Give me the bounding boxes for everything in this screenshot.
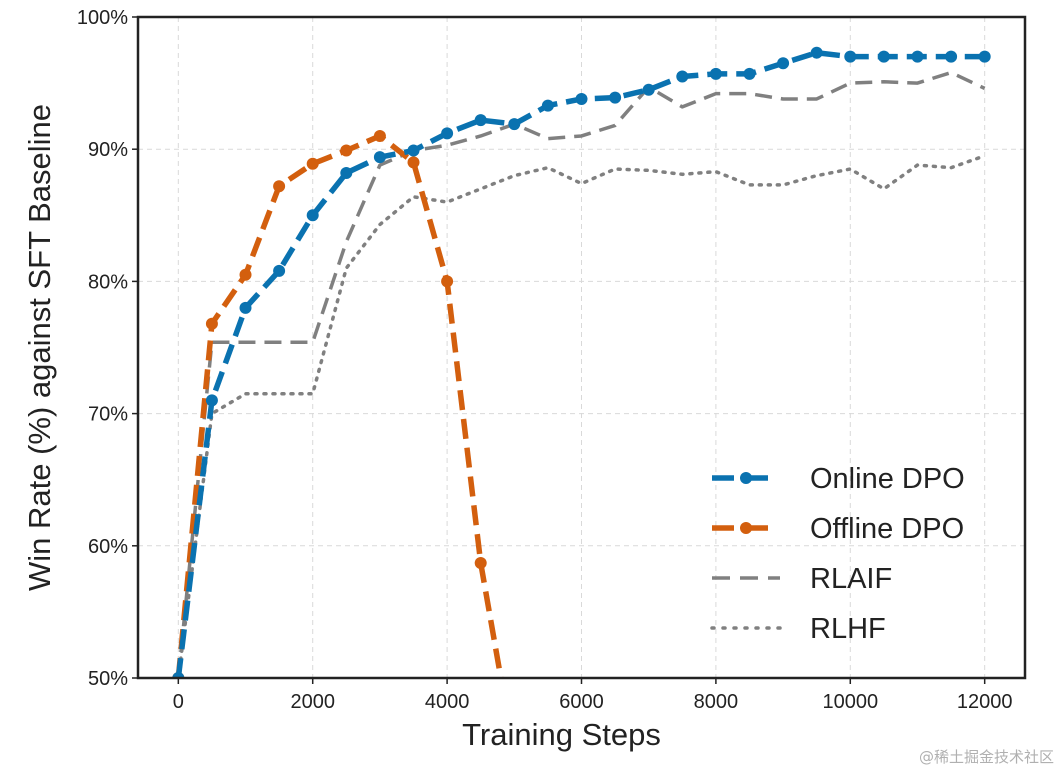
data-point-online-dpo [709, 67, 722, 80]
data-point-online-dpo [407, 144, 420, 157]
x-axis: 0 2000 4000 6000 8000 10000 12000 [173, 678, 1013, 713]
series-line-offline-dpo [175, 133, 504, 678]
legend-item-online-dpo: Online DPO [712, 463, 965, 495]
data-point-online-dpo [777, 57, 790, 70]
y-axis: 50% 60% 70% 80% 90% 100% [77, 7, 138, 690]
data-point-online-dpo [474, 114, 487, 127]
series-online-dpo [172, 46, 991, 678]
series-layer [172, 46, 991, 678]
data-point-online-dpo [911, 50, 924, 63]
x-tick-label: 6000 [559, 691, 604, 713]
legend-marker-online-dpo [740, 472, 752, 484]
data-point-online-dpo [743, 67, 756, 80]
data-point-online-dpo [642, 83, 655, 96]
data-point-online-dpo [676, 70, 689, 83]
data-point-offline-dpo [205, 317, 218, 330]
data-point-offline-dpo [239, 268, 252, 281]
data-point-offline-dpo [373, 129, 386, 142]
legend-label: RLHF [810, 613, 886, 645]
data-point-offline-dpo [441, 275, 454, 288]
data-point-online-dpo [877, 50, 890, 63]
y-axis-label: Win Rate (%) against SFT Baseline [22, 104, 57, 591]
data-point-online-dpo [844, 50, 857, 63]
legend-label: Offline DPO [810, 513, 964, 545]
data-point-offline-dpo [407, 156, 420, 169]
y-tick-label: 60% [88, 536, 128, 558]
data-point-offline-dpo [340, 144, 353, 157]
data-point-online-dpo [508, 118, 521, 131]
series-line-rlhf [176, 154, 987, 678]
y-tick-label: 90% [88, 139, 128, 161]
data-point-online-dpo [609, 91, 622, 104]
legend-marker-offline-dpo [740, 522, 752, 534]
data-point-online-dpo [340, 166, 353, 179]
legend: Online DPO Offline DPO RLAIF RLHF [710, 463, 965, 645]
y-tick-label: 70% [88, 404, 128, 426]
legend-item-rlaif: RLAIF [712, 563, 892, 595]
series-rlhf [176, 154, 987, 678]
legend-item-rlhf: RLHF [710, 613, 886, 645]
data-point-online-dpo [945, 50, 958, 63]
data-point-offline-dpo [306, 157, 319, 170]
data-point-online-dpo [541, 99, 554, 112]
x-tick-label: 8000 [694, 691, 739, 713]
x-tick-label: 12000 [957, 691, 1013, 713]
data-point-online-dpo [373, 151, 386, 164]
x-tick-label: 2000 [290, 691, 335, 713]
watermark: @稀土掘金技术社区 [918, 748, 1054, 766]
x-tick-label: 0 [173, 691, 184, 713]
x-axis-label: Training Steps [462, 717, 661, 752]
data-point-online-dpo [810, 46, 823, 59]
series-line-rlaif [176, 70, 986, 678]
data-point-online-dpo [273, 264, 286, 277]
x-tick-label: 10000 [822, 691, 878, 713]
data-point-online-dpo [575, 92, 588, 105]
series-rlaif [176, 70, 986, 678]
data-point-online-dpo [205, 394, 218, 407]
x-tick-label: 4000 [425, 691, 470, 713]
legend-label: RLAIF [810, 563, 892, 595]
legend-item-offline-dpo: Offline DPO [712, 513, 964, 545]
data-point-online-dpo [239, 301, 252, 314]
data-point-online-dpo [172, 672, 185, 678]
data-point-online-dpo [441, 127, 454, 140]
data-point-offline-dpo [474, 556, 487, 569]
data-point-online-dpo [306, 209, 319, 222]
y-tick-label: 80% [88, 271, 128, 293]
data-point-offline-dpo [273, 180, 286, 193]
legend-label: Online DPO [810, 463, 965, 495]
y-tick-label: 50% [88, 668, 128, 690]
y-tick-label: 100% [77, 7, 128, 29]
data-point-online-dpo [978, 50, 991, 63]
